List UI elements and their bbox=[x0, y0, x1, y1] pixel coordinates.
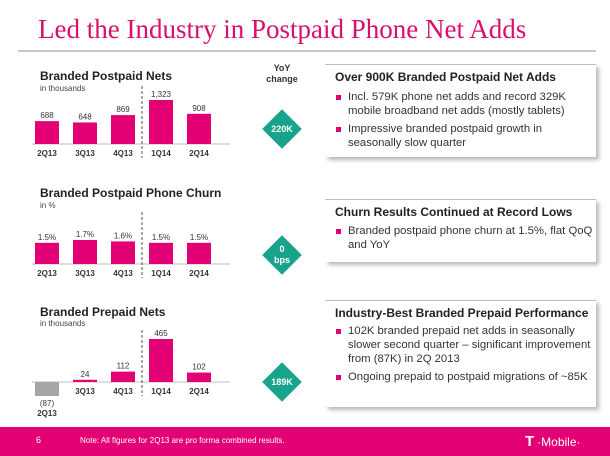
bar-4Q13 bbox=[111, 241, 135, 264]
card-bullets-churn: Branded postpaid phone churn at 1.5%, fl… bbox=[335, 224, 593, 256]
data-label: 1.5% bbox=[190, 233, 208, 242]
card-heading-postpaid: Over 900K Branded Postpaid Net Adds bbox=[335, 70, 556, 84]
bar-2Q14 bbox=[187, 113, 211, 144]
data-label: (87) bbox=[40, 399, 55, 408]
data-label: 1.5% bbox=[38, 233, 56, 242]
bar-2Q13 bbox=[35, 242, 59, 264]
bar-3Q13 bbox=[73, 240, 97, 264]
category-label: 2Q13 bbox=[37, 149, 57, 158]
yoy-value-postpaid: 220K bbox=[271, 124, 293, 134]
bar-4Q13 bbox=[111, 371, 135, 382]
data-label: 1.6% bbox=[114, 231, 132, 240]
slide-title: Led the Industry in Postpaid Phone Net A… bbox=[38, 14, 527, 44]
panel-title-postpaid-nets: Branded Postpaid Nets bbox=[40, 69, 173, 83]
card-bullets-prepaid: 102K branded prepaid net adds in seasona… bbox=[335, 324, 593, 388]
category-label: 4Q13 bbox=[113, 269, 133, 278]
category-label: 4Q13 bbox=[113, 387, 133, 396]
logo-t-letter: T bbox=[525, 433, 535, 451]
logo-wordmark: ·Mobile· bbox=[537, 434, 581, 449]
category-label: 3Q13 bbox=[75, 149, 95, 158]
yoy-value-churn: 0 bbox=[279, 244, 285, 254]
card-heading-prepaid: Industry-Best Branded Prepaid Performanc… bbox=[335, 306, 589, 320]
bar-1Q14 bbox=[149, 242, 173, 264]
bullet-item: Incl. 579K phone net adds and record 329… bbox=[335, 90, 593, 118]
card-postpaid-summary bbox=[325, 64, 596, 157]
panel-subtitle-prepaid-nets: in thousands bbox=[40, 319, 86, 328]
data-label: 1,323 bbox=[151, 90, 172, 99]
category-label: 2Q13 bbox=[37, 409, 57, 418]
card-churn-summary bbox=[325, 199, 596, 262]
category-label: 4Q13 bbox=[113, 149, 133, 158]
category-label: 2Q14 bbox=[189, 149, 209, 158]
data-label: 102 bbox=[192, 363, 206, 372]
yoy-value-prepaid: 189K bbox=[271, 377, 293, 387]
bar-3Q13 bbox=[73, 122, 97, 144]
data-label: 1.5% bbox=[152, 233, 170, 242]
panel-subtitle-postpaid-nets: in thousands bbox=[40, 84, 86, 93]
bar-2Q14 bbox=[187, 372, 211, 382]
card-bullets-postpaid: Incl. 579K phone net adds and record 329… bbox=[335, 90, 593, 154]
footer-bar: 6 Note: All figures for 2Q13 are pro for… bbox=[0, 427, 610, 456]
data-label: 648 bbox=[78, 112, 92, 121]
card-heading-churn: Churn Results Continued at Record Lows bbox=[335, 205, 573, 219]
category-label: 2Q14 bbox=[189, 269, 209, 278]
bar-2Q13 bbox=[35, 121, 59, 144]
bullet-item: Branded postpaid phone churn at 1.5%, fl… bbox=[335, 224, 593, 252]
panel-subtitle-phone-churn: in % bbox=[40, 201, 56, 210]
category-label: 3Q13 bbox=[75, 269, 95, 278]
phone-churn-chart: 1.5% 2Q13 1.7% 3Q13 1.6% 4Q13 1.5% 1Q14 1.5% 2Q14 bbox=[32, 212, 230, 278]
data-label: 1.7% bbox=[76, 230, 94, 239]
title-divider bbox=[18, 50, 596, 52]
panel-title-prepaid-nets: Branded Prepaid Nets bbox=[40, 305, 166, 319]
category-label: 1Q14 bbox=[151, 149, 171, 158]
panel-title-phone-churn: Branded Postpaid Phone Churn bbox=[40, 186, 222, 200]
category-label: 2Q14 bbox=[189, 387, 209, 396]
category-label: 1Q14 bbox=[151, 387, 171, 396]
bullet-item: Ongoing prepaid to postpaid migrations o… bbox=[335, 370, 593, 384]
category-label: 3Q13 bbox=[75, 387, 95, 396]
bar-1Q14 bbox=[149, 100, 173, 144]
bullet-item: Impressive branded postpaid growth in se… bbox=[335, 122, 593, 150]
category-label: 1Q14 bbox=[151, 269, 171, 278]
bullet-item: 102K branded prepaid net adds in seasona… bbox=[335, 324, 593, 366]
prepaid-nets-chart: (87)2Q13 24 3Q13 112 4Q13 465 1Q14 102 2Q14 bbox=[32, 330, 230, 418]
footnote: Note: All figures for 2Q13 are pro forma… bbox=[80, 436, 285, 445]
bar-4Q13 bbox=[111, 115, 135, 144]
card-prepaid-summary bbox=[325, 300, 596, 407]
data-label: 688 bbox=[40, 111, 54, 120]
t-mobile-logo: T ·Mobile· bbox=[525, 433, 581, 451]
postpaid-nets-chart: 688 2Q13 648 3Q13 869 4Q13 1,323 1Q14 908 2Q14 bbox=[32, 86, 230, 158]
bar-1Q14 bbox=[149, 339, 173, 382]
data-label: 465 bbox=[154, 330, 168, 338]
data-label: 869 bbox=[116, 105, 130, 114]
bar-2Q13 bbox=[35, 382, 59, 396]
yoy-unit-churn: bps bbox=[273, 255, 290, 265]
category-label: 2Q13 bbox=[37, 269, 57, 278]
data-label: 24 bbox=[81, 370, 90, 379]
bar-2Q14 bbox=[187, 242, 211, 264]
data-label: 112 bbox=[117, 362, 130, 371]
bar-3Q13 bbox=[73, 379, 97, 382]
yoy-change-header: YoY change bbox=[266, 63, 298, 84]
data-label: 908 bbox=[192, 104, 206, 113]
page-number: 6 bbox=[36, 435, 42, 445]
